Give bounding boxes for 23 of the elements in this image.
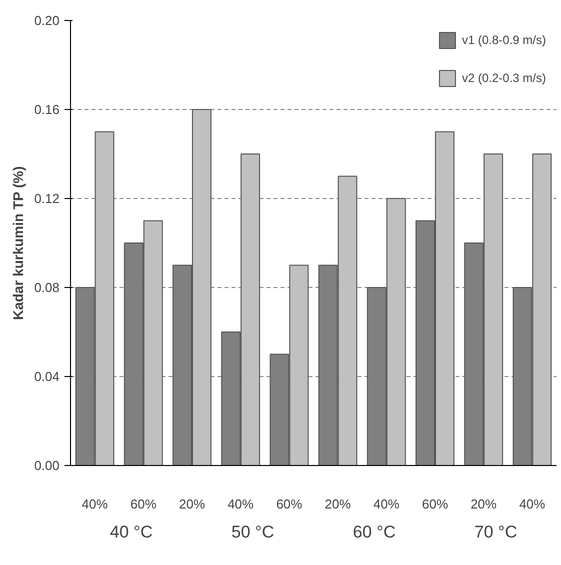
x-tick-label: 20% [324,496,352,512]
text: 70 °C [474,522,518,542]
x-tick-label: 40% [228,496,254,512]
y-tick-label: 0.00 [34,458,60,473]
legend-label: v2 (0.2-0.3 m/s) [462,71,546,85]
x-tick-label: 40% [82,496,108,512]
x-tick-label: 40% [373,496,400,512]
y-tick-label: 0.12 [34,191,60,206]
x-tick-label: 60% [422,496,448,512]
y-tick-label: 0.20 [34,13,60,28]
text: 40 °C [110,522,153,542]
y-tick-label: 0.04 [34,369,60,384]
x-tick-label: 40% [519,496,546,512]
text: 60 °C [352,522,396,542]
y-tick-label: 0.16 [34,102,60,117]
x-tick-label: 60% [130,496,157,512]
legend-label: v1 (0.8-0.9 m/s) [462,33,546,47]
y-tick-label: 0.08 [34,280,60,295]
x-tick-label: 20% [470,496,498,512]
y-axis-title: Kadar kurkumin TP (%) [10,166,26,320]
x-tick-label: 20% [178,496,206,512]
text: 50 °C [231,522,274,542]
x-tick-label: 60% [276,496,303,512]
